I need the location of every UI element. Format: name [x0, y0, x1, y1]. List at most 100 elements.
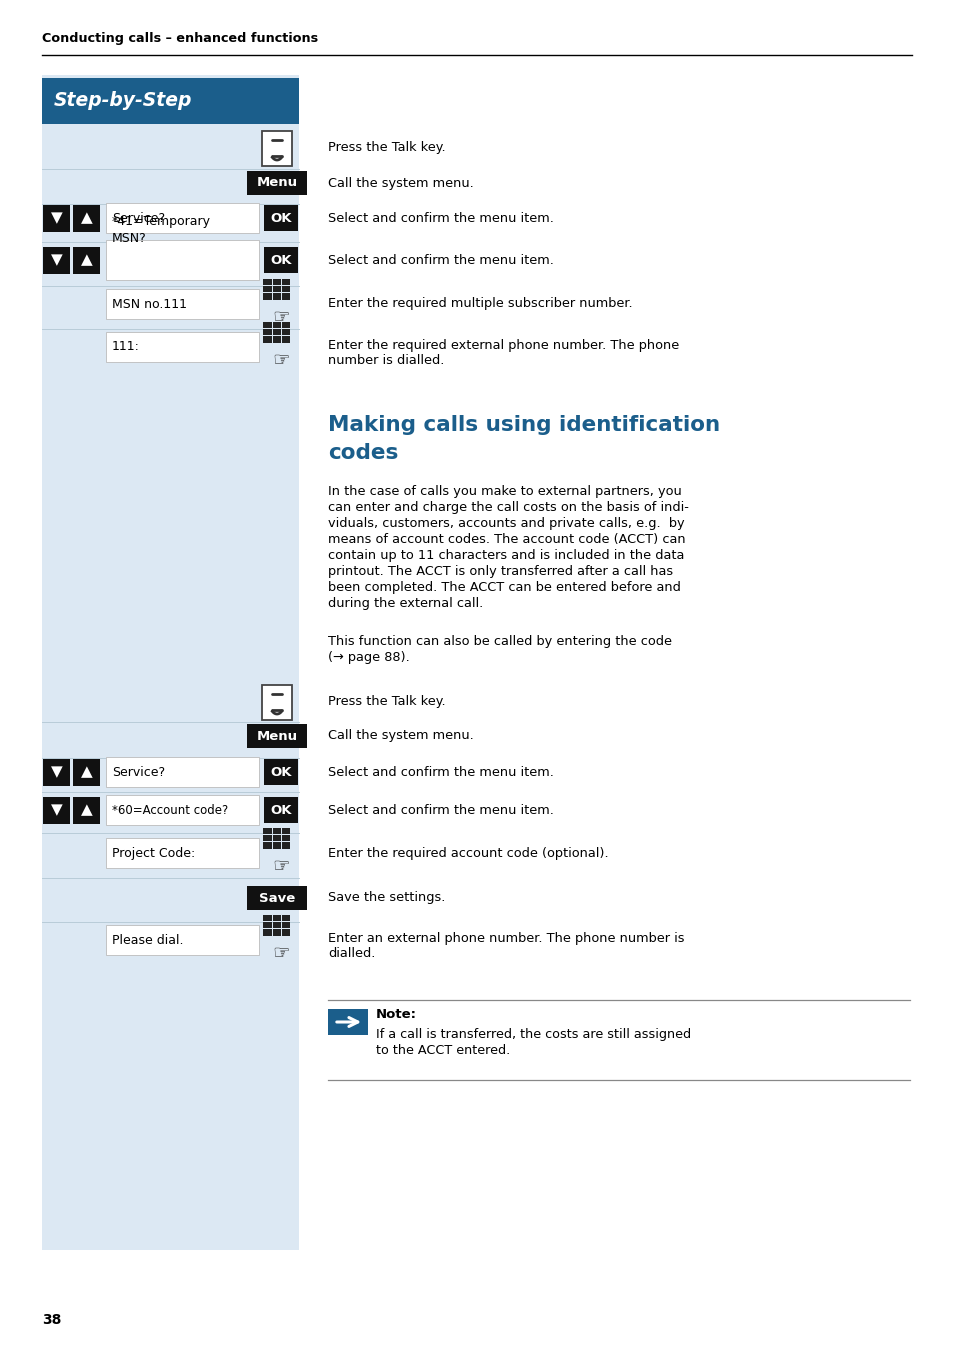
Text: In the case of calls you make to external partners, you: In the case of calls you make to externa… — [328, 485, 681, 498]
Text: Select and confirm the menu item.: Select and confirm the menu item. — [328, 254, 554, 266]
Bar — [263, 285, 272, 292]
Text: Step-by-Step: Step-by-Step — [54, 92, 193, 111]
Bar — [264, 206, 297, 231]
Bar — [73, 204, 100, 231]
Bar — [263, 929, 272, 936]
Bar — [263, 279, 272, 285]
Bar — [273, 329, 281, 335]
Bar — [247, 886, 307, 910]
Bar — [106, 203, 258, 233]
Text: OK: OK — [270, 765, 292, 779]
Text: If a call is transferred, the costs are still assigned: If a call is transferred, the costs are … — [375, 1028, 690, 1041]
Bar — [273, 827, 281, 834]
Bar — [273, 285, 281, 292]
Text: Save: Save — [258, 891, 294, 904]
Bar — [106, 838, 258, 868]
Text: Press the Talk key.: Press the Talk key. — [328, 142, 445, 154]
Text: Menu: Menu — [256, 730, 297, 742]
Bar — [263, 322, 272, 327]
Text: printout. The ACCT is only transferred after a call has: printout. The ACCT is only transferred a… — [328, 565, 673, 579]
Bar — [264, 796, 297, 823]
Text: Select and confirm the menu item.: Select and confirm the menu item. — [328, 211, 554, 224]
Bar — [282, 279, 291, 285]
Text: *60=Account code?: *60=Account code? — [112, 803, 228, 817]
Text: Call the system menu.: Call the system menu. — [328, 177, 474, 189]
Bar — [44, 796, 71, 823]
Bar — [282, 834, 291, 841]
Bar — [328, 1009, 368, 1036]
Text: ▼: ▼ — [51, 211, 63, 226]
Bar — [247, 725, 307, 748]
Bar — [263, 337, 272, 342]
Text: Call the system menu.: Call the system menu. — [328, 730, 474, 742]
Bar — [282, 329, 291, 335]
Bar — [106, 757, 258, 787]
Text: ☞: ☞ — [272, 857, 290, 876]
Text: Press the Talk key.: Press the Talk key. — [328, 695, 445, 708]
Bar — [42, 78, 298, 124]
Text: Enter the required external phone number. The phone
number is dialled.: Enter the required external phone number… — [328, 339, 679, 366]
Text: Menu: Menu — [256, 177, 297, 189]
Text: OK: OK — [270, 803, 292, 817]
Bar — [263, 827, 272, 834]
Bar — [282, 322, 291, 327]
Bar — [106, 925, 258, 955]
Text: OK: OK — [270, 211, 292, 224]
Bar — [264, 758, 297, 786]
Bar — [273, 337, 281, 342]
Text: ▲: ▲ — [81, 764, 92, 780]
Bar — [282, 827, 291, 834]
Text: (→ page 88).: (→ page 88). — [328, 652, 410, 664]
Bar — [273, 322, 281, 327]
Bar — [273, 279, 281, 285]
Bar — [44, 204, 71, 231]
Bar — [262, 684, 292, 719]
Bar — [282, 842, 291, 849]
Bar — [106, 289, 258, 319]
Text: 38: 38 — [42, 1313, 61, 1328]
Text: can enter and charge the call costs on the basis of indi-: can enter and charge the call costs on t… — [328, 502, 688, 514]
Text: Select and confirm the menu item.: Select and confirm the menu item. — [328, 803, 554, 817]
Text: during the external call.: during the external call. — [328, 598, 483, 610]
Text: contain up to 11 characters and is included in the data: contain up to 11 characters and is inclu… — [328, 549, 683, 562]
Bar — [106, 795, 258, 825]
Text: Service?: Service? — [112, 211, 165, 224]
Bar — [282, 922, 291, 929]
Text: to the ACCT entered.: to the ACCT entered. — [375, 1044, 510, 1057]
Bar — [273, 914, 281, 921]
Text: Project Code:: Project Code: — [112, 846, 195, 860]
Text: Service?: Service? — [112, 765, 165, 779]
Bar — [282, 285, 291, 292]
Bar — [44, 246, 71, 273]
Bar — [282, 293, 291, 300]
Bar — [273, 922, 281, 929]
Bar — [263, 842, 272, 849]
Bar — [273, 834, 281, 841]
Bar — [263, 922, 272, 929]
Bar — [42, 74, 298, 1251]
Text: OK: OK — [270, 254, 292, 266]
Text: *41=Temporary
MSN?: *41=Temporary MSN? — [112, 215, 211, 245]
Bar — [106, 241, 258, 280]
Text: ▲: ▲ — [81, 803, 92, 818]
Text: Making calls using identification: Making calls using identification — [328, 415, 720, 435]
Text: Conducting calls – enhanced functions: Conducting calls – enhanced functions — [42, 32, 317, 45]
Text: ▲: ▲ — [81, 253, 92, 268]
Bar — [73, 246, 100, 273]
Bar — [264, 247, 297, 273]
Bar — [263, 293, 272, 300]
Text: ☞: ☞ — [272, 352, 290, 370]
Bar — [263, 834, 272, 841]
Bar — [44, 758, 71, 786]
Text: Enter the required account code (optional).: Enter the required account code (optiona… — [328, 846, 608, 860]
Text: Please dial.: Please dial. — [112, 933, 183, 946]
Bar — [282, 914, 291, 921]
Text: ▲: ▲ — [81, 211, 92, 226]
Bar — [247, 170, 307, 195]
Text: Enter the required multiple subscriber number.: Enter the required multiple subscriber n… — [328, 297, 632, 311]
Bar — [73, 758, 100, 786]
Text: This function can also be called by entering the code: This function can also be called by ente… — [328, 635, 671, 648]
Bar — [282, 337, 291, 342]
Text: Save the settings.: Save the settings. — [328, 891, 445, 904]
Bar — [273, 929, 281, 936]
